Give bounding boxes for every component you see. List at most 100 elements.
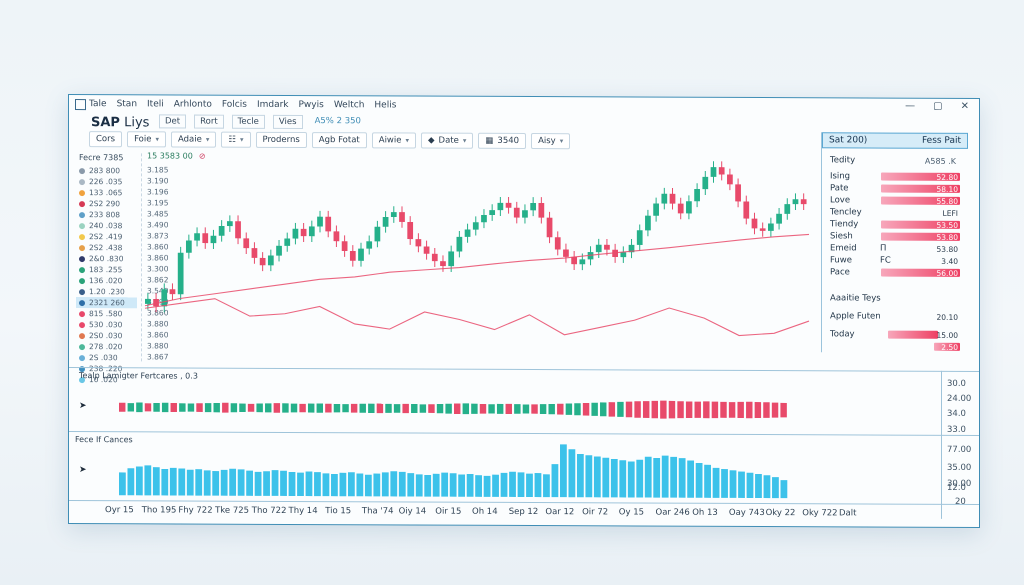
volume-bar [339, 472, 347, 497]
pane2-axis-label: 35.00 [947, 462, 972, 473]
indicator-bar [454, 403, 461, 414]
panel-row[interactable]: Tencley LEFI [822, 206, 968, 219]
volume-bar [721, 469, 728, 498]
candle-body [382, 216, 389, 227]
panel-row[interactable]: Love 55.80 [822, 194, 968, 207]
volume-bar [381, 472, 389, 497]
indicator-bar [161, 402, 169, 413]
candle-body [604, 244, 610, 250]
candle-body [472, 222, 479, 230]
indicator-bar [265, 403, 272, 413]
volume-bar [653, 457, 661, 498]
indicator-bar [204, 403, 212, 413]
candle-body [636, 230, 643, 245]
panel-row[interactable]: Fuwe FC 3.40 [822, 254, 968, 267]
panel-row[interactable]: Siesh 53.80 [822, 230, 968, 243]
candle-body [702, 176, 709, 190]
volume-bar [178, 468, 186, 496]
panel-row[interactable]: Emeid Π 53.80 [822, 242, 968, 255]
candle-body [407, 221, 414, 240]
volume-bar [526, 473, 533, 498]
panel-row[interactable]: Apple Futen 20.10 [822, 310, 968, 323]
indicator-bar [385, 403, 392, 413]
axis-divider [941, 370, 942, 519]
oscillator-line [144, 298, 810, 337]
row-value: 56.00 [936, 268, 958, 278]
panel-row[interactable]: Today 15.00 [822, 328, 968, 341]
expand-arrow-icon[interactable]: ➤ [79, 465, 87, 476]
volume-bar [500, 472, 508, 497]
indicator-bar [333, 403, 341, 413]
panel-row[interactable]: Pate 58.10 [822, 182, 968, 195]
indicator-bar [754, 402, 762, 418]
indicator-bar [187, 403, 195, 412]
candle-body [743, 201, 750, 219]
candle-body [653, 203, 659, 216]
indicator-bar [273, 403, 281, 413]
indicator-bar [342, 404, 349, 413]
panel-row[interactable]: Pace 56.00 [822, 266, 968, 279]
indicator-bar [557, 403, 564, 415]
volume-bar [772, 477, 779, 499]
volume-bar [356, 473, 364, 497]
expand-arrow-icon[interactable]: ➤ [79, 401, 87, 412]
candle-body [612, 249, 618, 258]
volume-bar [763, 475, 771, 499]
candle-body [210, 235, 217, 244]
indicator-bar [539, 404, 547, 415]
candle-body [251, 248, 258, 258]
volume-bar [483, 475, 491, 497]
x-tick-label: Thy 14 [288, 505, 318, 517]
indicator-bar [471, 403, 478, 414]
panel-row[interactable]: Ising 52.80 [822, 170, 968, 183]
candle-body [341, 241, 348, 251]
volume-bar [331, 473, 338, 497]
chart-area [119, 161, 810, 499]
volume-bar [144, 465, 152, 496]
panel-row[interactable]: Tiendy 53.50 [822, 218, 968, 231]
indicator-bar [531, 404, 538, 414]
indicator-bar [625, 401, 633, 418]
candle-body [202, 233, 209, 244]
indicator-bar [591, 402, 598, 416]
candle-body [751, 218, 758, 229]
row-value: 2.50 [941, 342, 958, 352]
candle-body [161, 289, 168, 307]
indicator-bar [119, 402, 126, 412]
pane1-axis-label: 33.0 [947, 424, 966, 435]
volume-bar [729, 470, 737, 498]
candle-body [497, 202, 504, 211]
x-tick-label: Oar 246 [655, 507, 690, 518]
panel-row[interactable]: 2.50 [822, 340, 968, 353]
x-tick-label: Tha '74 [361, 506, 394, 517]
volume-bar [347, 472, 355, 497]
row-label: Today [830, 329, 855, 340]
pane2-axis-label: 77.00 [947, 444, 972, 455]
indicator-bar [685, 401, 693, 418]
volume-bar [297, 472, 304, 497]
candle-body [727, 174, 733, 185]
row-label: Love [830, 195, 851, 206]
indicator-bar [316, 403, 324, 413]
indicator-bar [660, 400, 667, 419]
trading-window: Tale Stan Iteli Arhlonto Folcis Imdark P… [68, 94, 980, 528]
volume-bar [661, 455, 669, 498]
indicator-bar [565, 403, 573, 415]
row-bar [888, 330, 938, 339]
candle-body [390, 212, 397, 218]
candle-body [194, 233, 200, 241]
candle-body [628, 244, 635, 253]
volume-bar [373, 473, 381, 497]
indicator-bar [196, 403, 203, 412]
indicator-bar [170, 402, 177, 412]
candle-body [718, 167, 725, 175]
volume-bar [424, 474, 432, 497]
candle-body [317, 216, 323, 227]
candle-body [226, 221, 233, 227]
candle-body [177, 252, 184, 295]
volume-bar [246, 470, 254, 496]
indicator-bar [600, 402, 607, 417]
candle-body [800, 199, 807, 205]
candle-body [292, 228, 299, 239]
indicator-bar [574, 403, 581, 416]
